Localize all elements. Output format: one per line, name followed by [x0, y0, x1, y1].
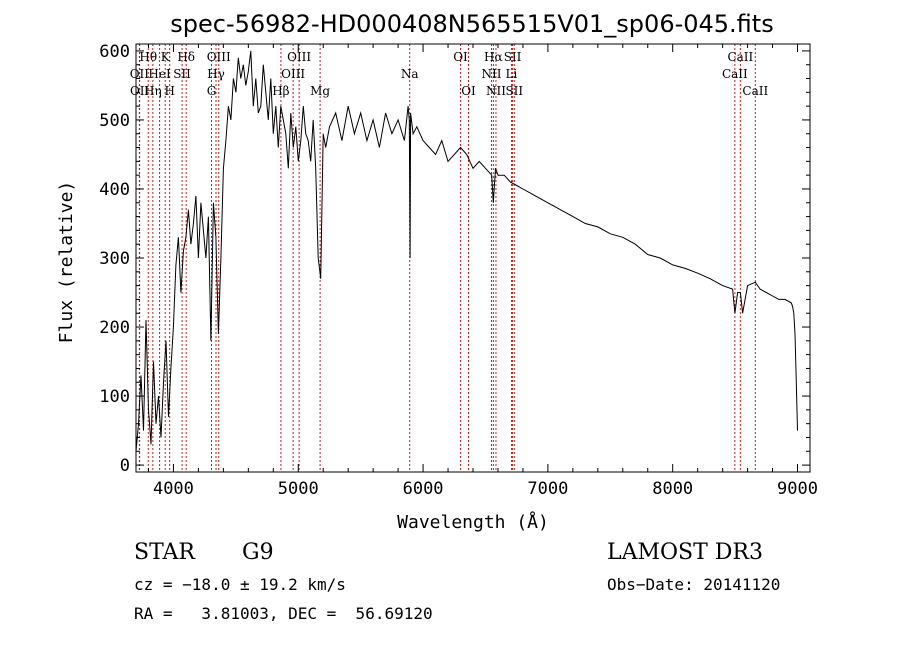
- spectral-line-label: OII: [130, 67, 150, 81]
- spectral-line-label: G: [207, 84, 217, 98]
- spectral-line-label: HeI: [148, 67, 171, 81]
- x-axis-ticks: 4000 5000 6000 7000 8000 9000: [147, 44, 818, 499]
- spectral-subclass: G9: [242, 540, 274, 565]
- x-axis-label: Wavelength (Å): [397, 511, 549, 533]
- spectral-line-label: CaII: [742, 84, 768, 98]
- y-tick-label: 400: [99, 180, 130, 200]
- spectral-line-label: NII: [486, 84, 506, 98]
- y-tick-label: 300: [99, 249, 130, 269]
- spectral-line-label: SII: [505, 84, 523, 98]
- x-tick-label: 4000: [153, 479, 194, 499]
- spectral-line-label: Hβ: [272, 84, 289, 98]
- spectral-line-label: Hθ: [139, 50, 157, 64]
- y-tick-label: 100: [99, 387, 130, 407]
- spectral-line-label: Li: [506, 67, 518, 81]
- spectral-line-label: OI: [461, 84, 476, 98]
- spectral-line-label: Hδ: [177, 50, 195, 64]
- x-tick-label: 5000: [278, 479, 319, 499]
- x-tick-label: 6000: [403, 479, 444, 499]
- observation-date: Obs−Date: 20141120: [607, 575, 781, 594]
- spectral-line-label: SII: [173, 67, 191, 81]
- spectral-line-label: CaII: [722, 67, 748, 81]
- y-tick-label: 500: [99, 111, 130, 131]
- y-tick-label: 200: [99, 318, 130, 338]
- chart-title: spec-56982-HD000408N565515V01_sp06-045.f…: [170, 10, 773, 38]
- spectral-line-label: OII: [130, 84, 150, 98]
- y-tick-label: 600: [99, 42, 130, 62]
- spectral-line-label: K: [161, 50, 171, 64]
- object-class: STAR: [134, 540, 195, 565]
- spectral-line-label: SII: [504, 50, 522, 64]
- spectral-line-label: H: [164, 84, 174, 98]
- y-axis-label: Flux (relative): [56, 181, 77, 344]
- x-tick-label: 9000: [777, 479, 818, 499]
- sky-coordinates: RA = 3.81003, DEC = 56.69120: [134, 604, 433, 623]
- spectral-line-label: Hα: [484, 50, 503, 64]
- spectral-line-label: Na: [401, 67, 419, 81]
- spectral-line-label: CaII: [727, 50, 753, 64]
- spectral-line-label: Hη: [144, 84, 162, 98]
- y-axis-ticks: 0 100 200 300 400 500 600: [99, 42, 810, 476]
- spectral-line-label: OIII: [287, 50, 311, 64]
- spectral-line-label: Mg: [310, 84, 330, 98]
- spectral-line-label: OIII: [207, 50, 231, 64]
- x-tick-label: 8000: [652, 479, 693, 499]
- x-tick-label: 7000: [527, 479, 568, 499]
- survey-name: LAMOST DR3: [607, 540, 763, 565]
- y-tick-label: 0: [120, 456, 130, 476]
- redshift-cz: cz = −18.0 ± 19.2 km/s: [134, 575, 346, 594]
- spectrum-line: [135, 50, 798, 452]
- spectral-line-label: OIII: [281, 67, 305, 81]
- spectral-line-label: OI: [453, 50, 468, 64]
- spectral-line-label: Hγ: [207, 67, 225, 81]
- plot-frame: [135, 43, 811, 473]
- spectral-line-label: NII: [481, 67, 501, 81]
